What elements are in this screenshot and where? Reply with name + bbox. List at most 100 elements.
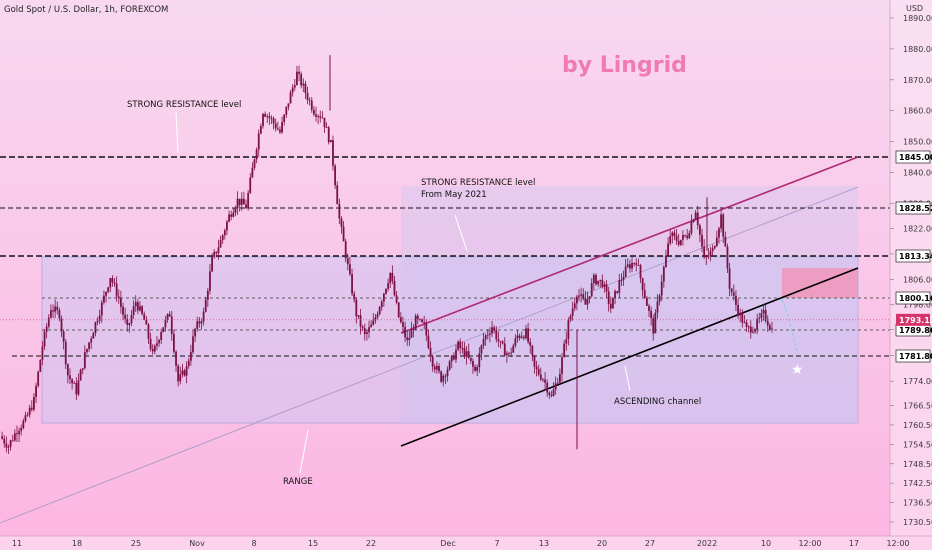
candle-body [109,278,112,288]
price-tick-label: 1748.50 [903,460,932,469]
candle-body [300,73,303,86]
candle-body [395,295,398,303]
candle-body [722,214,725,237]
candle-body [33,396,35,410]
candle-body [561,357,563,374]
candle-body [491,327,493,334]
candle-body [427,335,430,348]
candle-body [474,366,476,371]
candle-body [461,347,464,349]
candle-body [215,251,218,254]
candle-body [158,340,160,344]
candle-body [771,328,773,330]
candle-body [735,295,737,305]
candle-body [58,310,61,319]
candle-body [592,274,595,284]
candle-body [291,87,294,93]
price-tick-label: 1880.00 [903,45,932,54]
candle-body [321,117,324,119]
candle-body [497,339,500,342]
candle-body [298,71,300,74]
candle-body [141,306,143,314]
candle-body [7,446,10,448]
candle-body [749,326,752,333]
candle-body [219,240,222,248]
candle-body [266,116,269,117]
candle-body [376,314,379,318]
candle-body [505,353,508,356]
annotation-arrow-channel [624,365,631,392]
candle-body [391,272,394,281]
candle-body [69,375,71,380]
candle-body [679,239,682,245]
candle-body [306,92,309,100]
candle-body [338,204,341,219]
time-axis-panel [0,536,932,550]
time-tick-label: 10 [761,539,771,548]
candle-body [26,414,29,416]
time-tick-label: 12:00 [798,539,821,548]
time-tick-label: 27 [645,539,655,548]
candle-body [533,355,536,367]
candle-body [228,214,230,222]
projection-arrow [781,299,798,355]
candle-body [50,310,52,318]
candle-body [569,315,572,321]
time-tick-label: 15 [308,539,318,548]
candle-body [624,266,627,277]
candle-body [463,347,466,357]
candle-body [645,297,648,306]
candle-body [620,279,623,281]
candle-body [692,219,695,223]
candle-body [86,348,88,353]
candle-body [66,364,69,376]
candle-body [595,274,597,285]
candle-body [289,92,292,104]
candle-body [206,290,209,300]
candle-body [707,255,710,257]
time-tick-label: 18 [72,539,82,548]
candle-body [438,366,440,372]
candle-body [650,310,653,319]
candle-body [329,140,332,143]
candle-body [690,222,693,234]
candle-body [361,326,364,328]
candle-body [119,298,122,307]
candle-body [18,431,20,435]
candle-body [234,208,237,213]
candle-body [573,303,576,309]
candle-body [442,375,445,382]
candle-body [667,243,669,256]
candle-body [71,379,74,384]
candle-body [285,106,288,115]
candle-body [408,337,411,341]
candle-body [217,247,220,254]
candle-body [255,149,258,160]
candle-body [737,304,739,316]
candle-body [317,116,320,117]
candle-body [537,368,540,375]
candle-body [575,296,578,304]
candle-body [194,328,197,337]
candle-body [414,315,417,330]
candle-body [293,85,296,88]
candle-body [344,241,347,259]
candle-body [501,341,504,344]
time-tick-label: Nov [189,539,205,548]
candle-body [147,324,150,339]
candle-body [622,276,625,281]
candle-body [209,271,211,291]
candle-body [187,360,190,367]
candle-body [3,438,6,444]
price-tick-label: 1774.00 [903,377,932,386]
price-tick-label: 1860.00 [903,107,932,116]
candle-body [728,268,731,289]
level-tag-label: 1813.34 [899,252,932,261]
candle-body [582,294,585,299]
candle-body [701,234,703,247]
candle-body [578,295,580,297]
candle-body [374,317,377,321]
candle-body [673,232,676,236]
